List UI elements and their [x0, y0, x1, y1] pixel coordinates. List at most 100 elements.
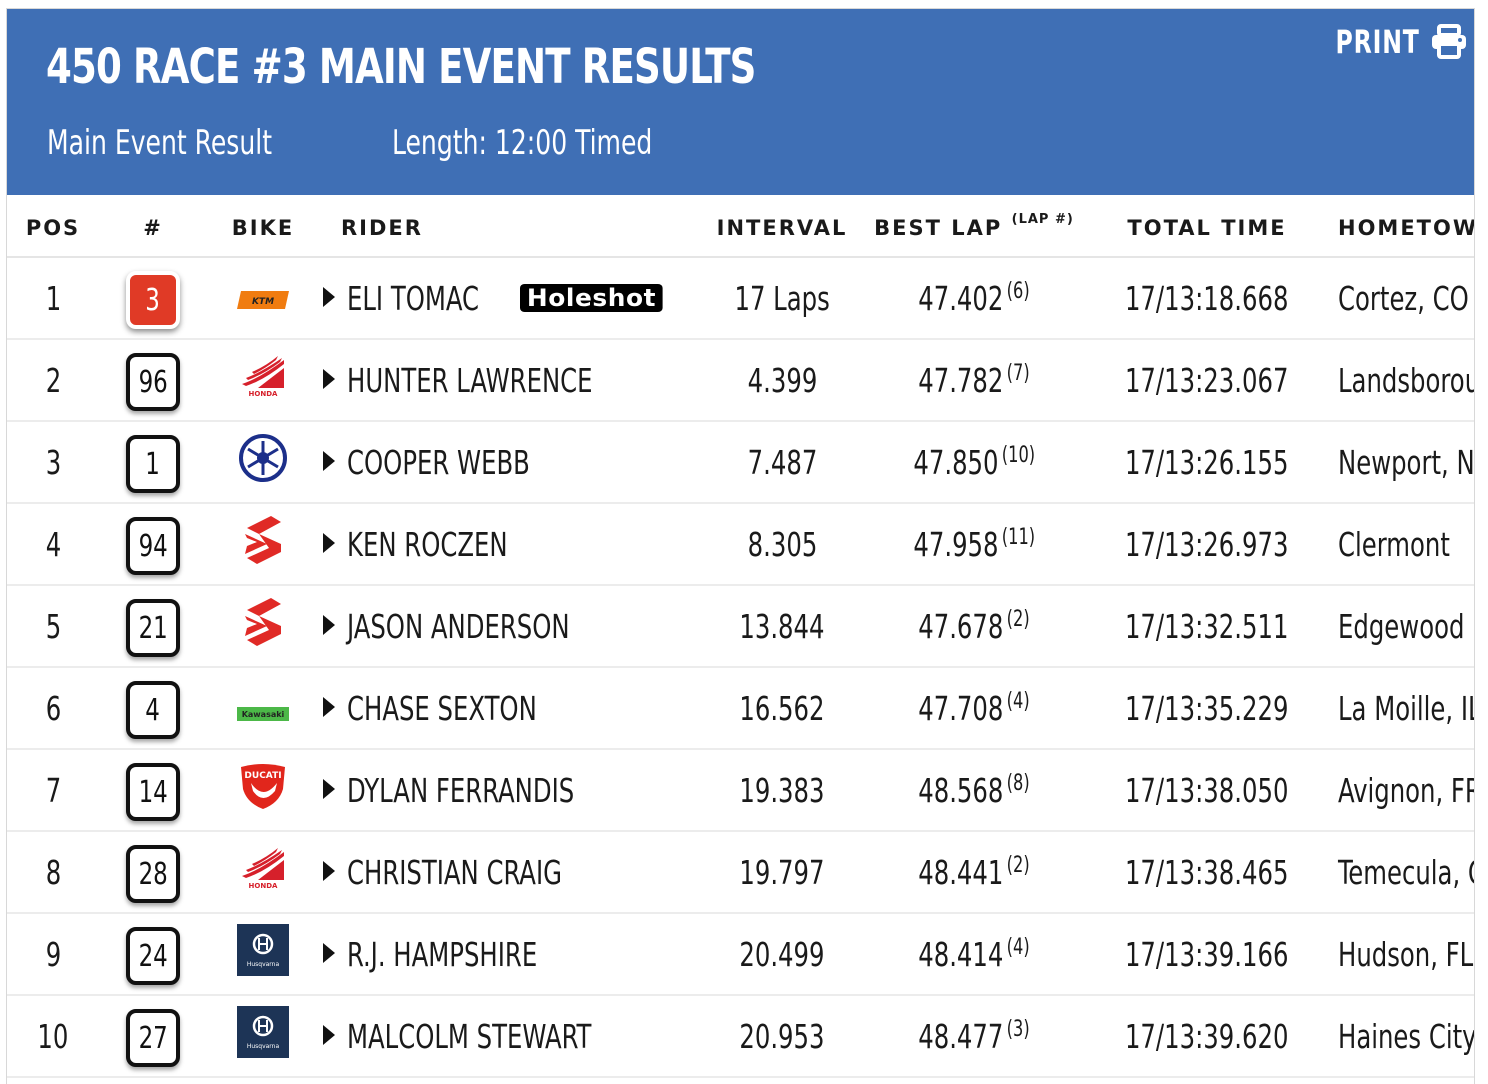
rider-name[interactable]: HUNTER LAWRENCE — [347, 360, 593, 400]
best-lap-cell: 47.958 (11) — [860, 503, 1088, 586]
number-cell: 3 — [99, 257, 207, 340]
number-plate: 3 — [126, 271, 180, 329]
expand-arrow-icon[interactable] — [323, 697, 335, 717]
rider-cell[interactable]: COOPER WEBB — [319, 421, 704, 504]
best-lap-value: 47.402 — [918, 278, 1004, 318]
result-row: 1 3 KTM ELI TOMAC Holeshot 17 Laps 47.402… — [7, 257, 1474, 340]
expand-arrow-icon[interactable] — [323, 287, 335, 307]
total-time-cell: 17/13:26.973 — [1088, 503, 1326, 586]
result-row: 6 4 Kawasaki CHASE SEXTON 16.562 47.708(… — [7, 667, 1475, 750]
interval-cell: 20.499 — [704, 913, 860, 996]
best-lap-cell: 47.678 (2) — [860, 585, 1088, 668]
total-time-cell: 17/13:39.620 — [1088, 995, 1326, 1078]
position-cell: 6 — [7, 667, 99, 750]
position-value: 6 — [45, 688, 61, 728]
rider-cell[interactable]: KEN ROCZEN — [319, 503, 704, 586]
hometown-value: Haines City, FL — [1338, 1016, 1474, 1056]
rider-name[interactable]: MALCOLM STEWART — [347, 1016, 592, 1056]
rider-name[interactable]: CHASE SEXTON — [347, 688, 537, 728]
husqvarna-logo: Husqvarna — [237, 924, 289, 984]
col-best-lap: BEST LAP (LAP #) — [860, 195, 1088, 258]
expand-arrow-icon[interactable] — [323, 615, 335, 635]
interval-cell: 13.844 — [704, 585, 860, 668]
number-plate: 21 — [126, 599, 180, 657]
number-cell: 1 — [99, 421, 207, 504]
holeshot-badge: Holeshot — [520, 284, 664, 312]
rider-cell[interactable]: JASON ANDERSON — [319, 585, 704, 668]
position-cell: 9 — [7, 913, 99, 996]
expand-arrow-icon[interactable] — [323, 1025, 335, 1045]
lap-number: (2) — [1006, 852, 1030, 878]
number-cell: 27 — [99, 995, 207, 1078]
rider-name[interactable]: CHRISTIAN CRAIG — [347, 852, 563, 892]
number-cell: 24 — [99, 913, 207, 996]
total-time-cell: 17/13:38.050 — [1088, 749, 1326, 832]
rider-cell[interactable]: CHRISTIAN CRAIG — [319, 831, 704, 914]
expand-arrow-icon[interactable] — [323, 861, 335, 881]
interval-cell: 7.487 — [704, 421, 860, 504]
total-time-value: 17/13:18.668 — [1125, 278, 1289, 318]
interval-value: 4.399 — [747, 360, 817, 400]
hometown-value: Cortez, CO — [1338, 278, 1469, 318]
results-panel: 450 RACE #3 MAIN EVENT RESULTS Main Even… — [6, 8, 1475, 1084]
expand-arrow-icon[interactable] — [323, 451, 335, 471]
rider-name[interactable]: DYLAN FERRANDIS — [347, 770, 575, 810]
best-lap-value: 48.414 — [918, 934, 1004, 974]
expand-arrow-icon[interactable] — [323, 369, 335, 389]
col-rider: RIDER — [319, 195, 704, 258]
lap-number: (11) — [1001, 524, 1035, 550]
rider-name[interactable]: JASON ANDERSON — [347, 606, 570, 646]
total-time-value: 17/13:26.155 — [1125, 442, 1289, 482]
rider-cell[interactable]: CHASE SEXTON — [319, 667, 704, 750]
rider-name[interactable]: ELI TOMAC — [347, 278, 480, 318]
total-time-value: 17/13:35.229 — [1125, 688, 1289, 728]
number-plate: 1 — [126, 435, 180, 493]
total-time-cell: 17/13:38.465 — [1088, 831, 1326, 914]
number-value: 1 — [145, 446, 161, 482]
printer-icon — [1432, 24, 1466, 59]
total-time-value: 17/13:38.050 — [1125, 770, 1289, 810]
position-cell: 3 — [7, 421, 99, 504]
hometown-value: La Moille, IL — [1338, 688, 1475, 728]
bike-cell — [207, 421, 319, 504]
result-row: 4 94 KEN ROCZEN 8.305 47.958 (11) 17/13:2… — [7, 503, 1474, 586]
expand-arrow-icon[interactable] — [323, 779, 335, 799]
expand-arrow-icon[interactable] — [323, 943, 335, 963]
number-plate: 96 — [126, 353, 180, 411]
expand-arrow-icon[interactable] — [323, 533, 335, 553]
number-value: 21 — [138, 610, 168, 646]
number-value: 24 — [138, 938, 168, 974]
rider-cell[interactable]: R.J. HAMPSHIRE — [319, 913, 704, 996]
hometown-value: Avignon, FR — [1338, 770, 1475, 810]
result-row: 5 21 JASON ANDERSON 13.844 47.678 (2) 17/… — [7, 585, 1474, 668]
result-row: 3 1 COOPER WEBB 7.487 47.850 (10) 17/13:2… — [7, 421, 1474, 504]
rider-name[interactable]: R.J. HAMPSHIRE — [347, 934, 538, 974]
result-row: 10 27 Husqvarna MALCOLM STEWART 20.953 4… — [7, 995, 1474, 1078]
bike-cell: Kawasaki — [207, 667, 319, 750]
rider-name[interactable]: COOPER WEBB — [347, 442, 530, 482]
kawasaki-logo: Kawasaki — [237, 690, 289, 729]
best-lap-cell: 47.850 (10) — [860, 421, 1088, 504]
interval-value: 7.487 — [747, 442, 817, 482]
rider-cell[interactable]: MALCOLM STEWART — [319, 995, 704, 1078]
rider-name[interactable]: KEN ROCZEN — [347, 524, 508, 564]
rider-cell[interactable]: DYLAN FERRANDIS — [319, 749, 704, 832]
svg-text:HONDA: HONDA — [249, 882, 278, 890]
event-type-label: Main Event Result — [47, 123, 273, 163]
rider-cell[interactable]: HUNTER LAWRENCE — [319, 339, 704, 422]
position-cell: 5 — [7, 585, 99, 668]
rider-cell[interactable]: ELI TOMAC Holeshot — [319, 257, 704, 340]
bike-cell: Husqvarna — [207, 913, 319, 996]
col-total-time: TOTAL TIME — [1088, 195, 1326, 258]
bike-cell: KTM — [207, 257, 319, 340]
hometown-value: Edgewood — [1338, 606, 1465, 646]
position-value: 5 — [45, 606, 61, 646]
print-button[interactable]: PRINT — [1317, 23, 1468, 61]
position-value: 4 — [45, 524, 61, 564]
hometown-value: Hudson, FL — [1338, 934, 1474, 974]
ducati-logo: DUCATI — [239, 761, 287, 819]
best-lap-value: 48.441 — [918, 852, 1004, 892]
number-value: 27 — [138, 1020, 168, 1056]
interval-value: 16.562 — [739, 688, 825, 728]
results-table: POS # BIKE RIDER INTERVAL BEST LAP (LAP … — [7, 195, 1475, 1078]
